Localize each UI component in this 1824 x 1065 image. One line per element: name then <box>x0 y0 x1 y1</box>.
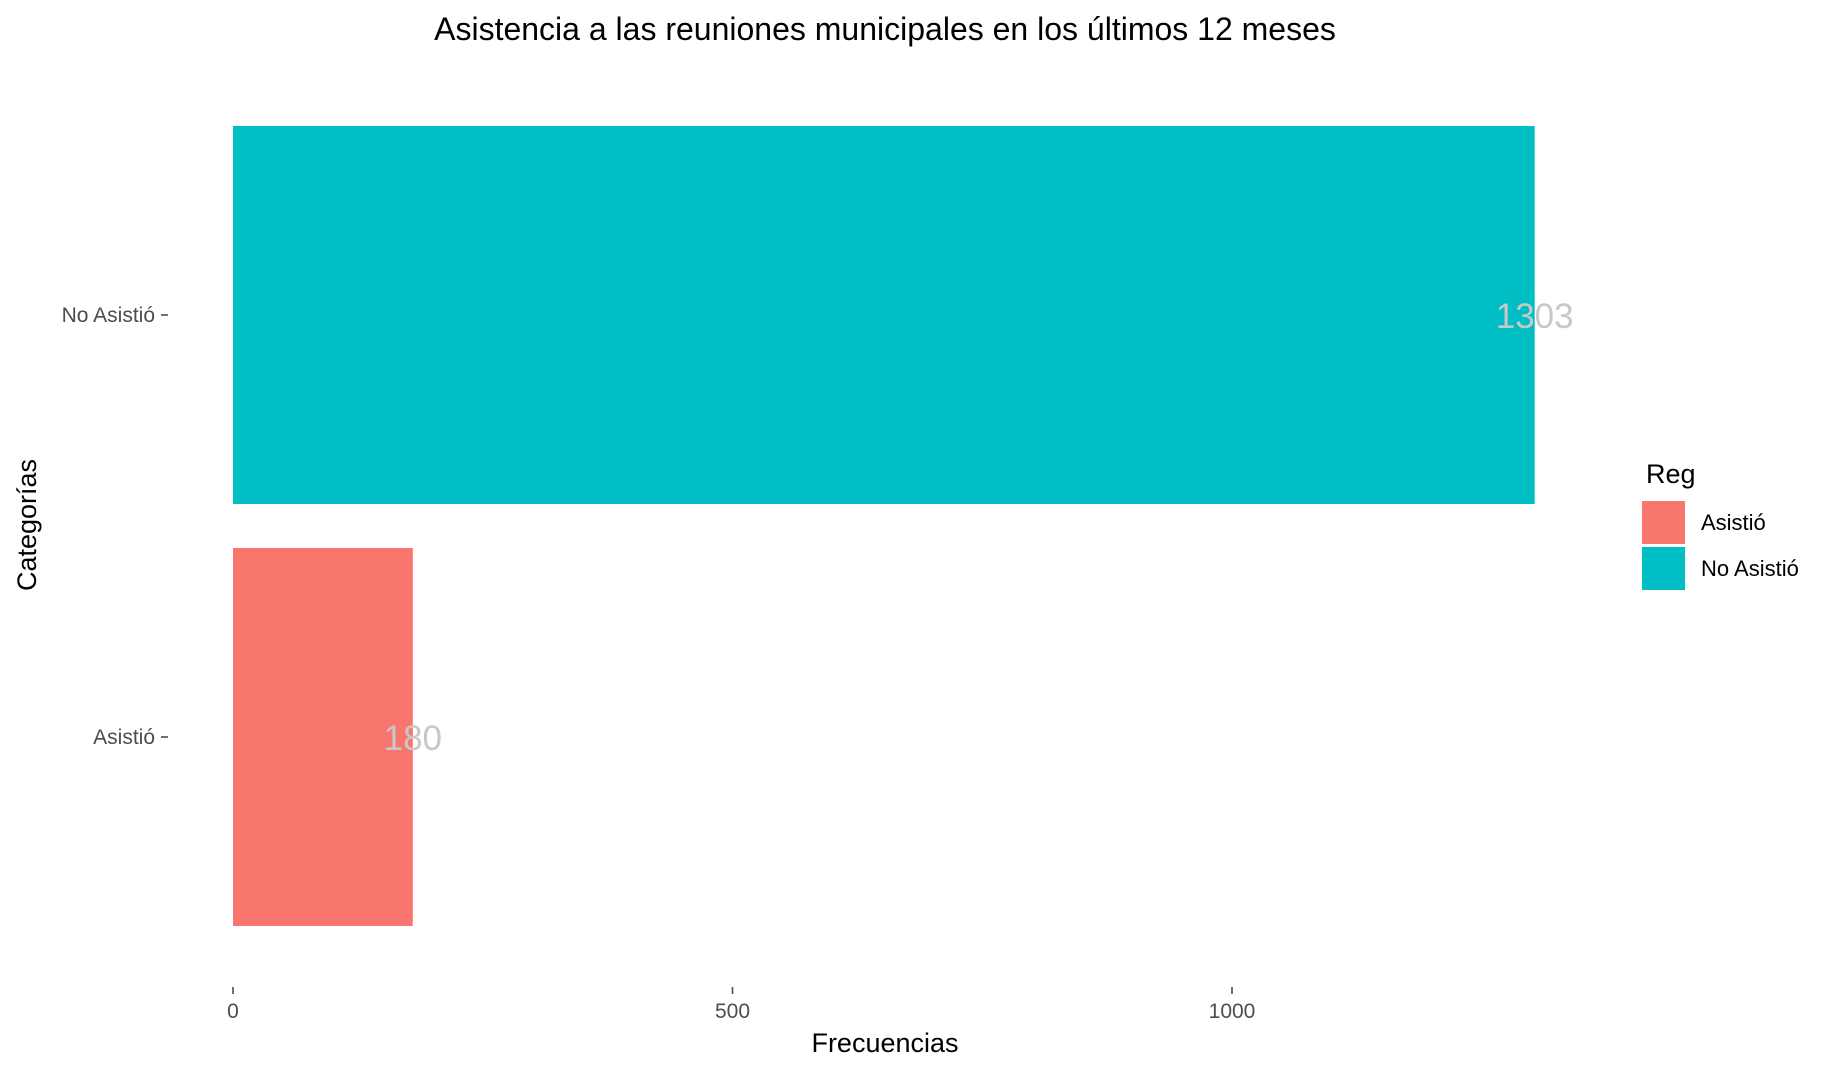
chart-title: Asistencia a las reuniones municipales e… <box>434 11 1336 47</box>
y-tick-label: No Asistió <box>62 304 155 327</box>
data-label: 180 <box>384 719 442 758</box>
bars-group <box>233 126 1535 926</box>
y-tick-label: Asistió <box>93 726 155 749</box>
data-label: 1303 <box>1496 297 1574 336</box>
data-labels: 180 1303 <box>384 297 1574 758</box>
bar-no-asisti <box>233 126 1535 504</box>
legend-swatch <box>1642 547 1685 590</box>
legend: Reg Asistió No Asistió <box>1642 459 1799 590</box>
x-tick-label: 0 <box>227 1000 239 1023</box>
x-tick-labels: 0 500 1000 <box>227 987 1255 1023</box>
legend-label: Asistió <box>1701 510 1766 535</box>
x-tick-label: 1000 <box>1209 1000 1256 1023</box>
x-axis-title: Frecuencias <box>811 1028 958 1058</box>
y-axis-title: Categorías <box>12 459 42 591</box>
legend-label: No Asistió <box>1701 556 1799 581</box>
x-tick-label: 500 <box>715 1000 750 1023</box>
legend-swatch <box>1642 501 1685 544</box>
y-tick-labels: Asistió No Asistió <box>62 304 168 749</box>
bar-asisti <box>233 548 413 926</box>
legend-title: Reg <box>1646 459 1696 489</box>
